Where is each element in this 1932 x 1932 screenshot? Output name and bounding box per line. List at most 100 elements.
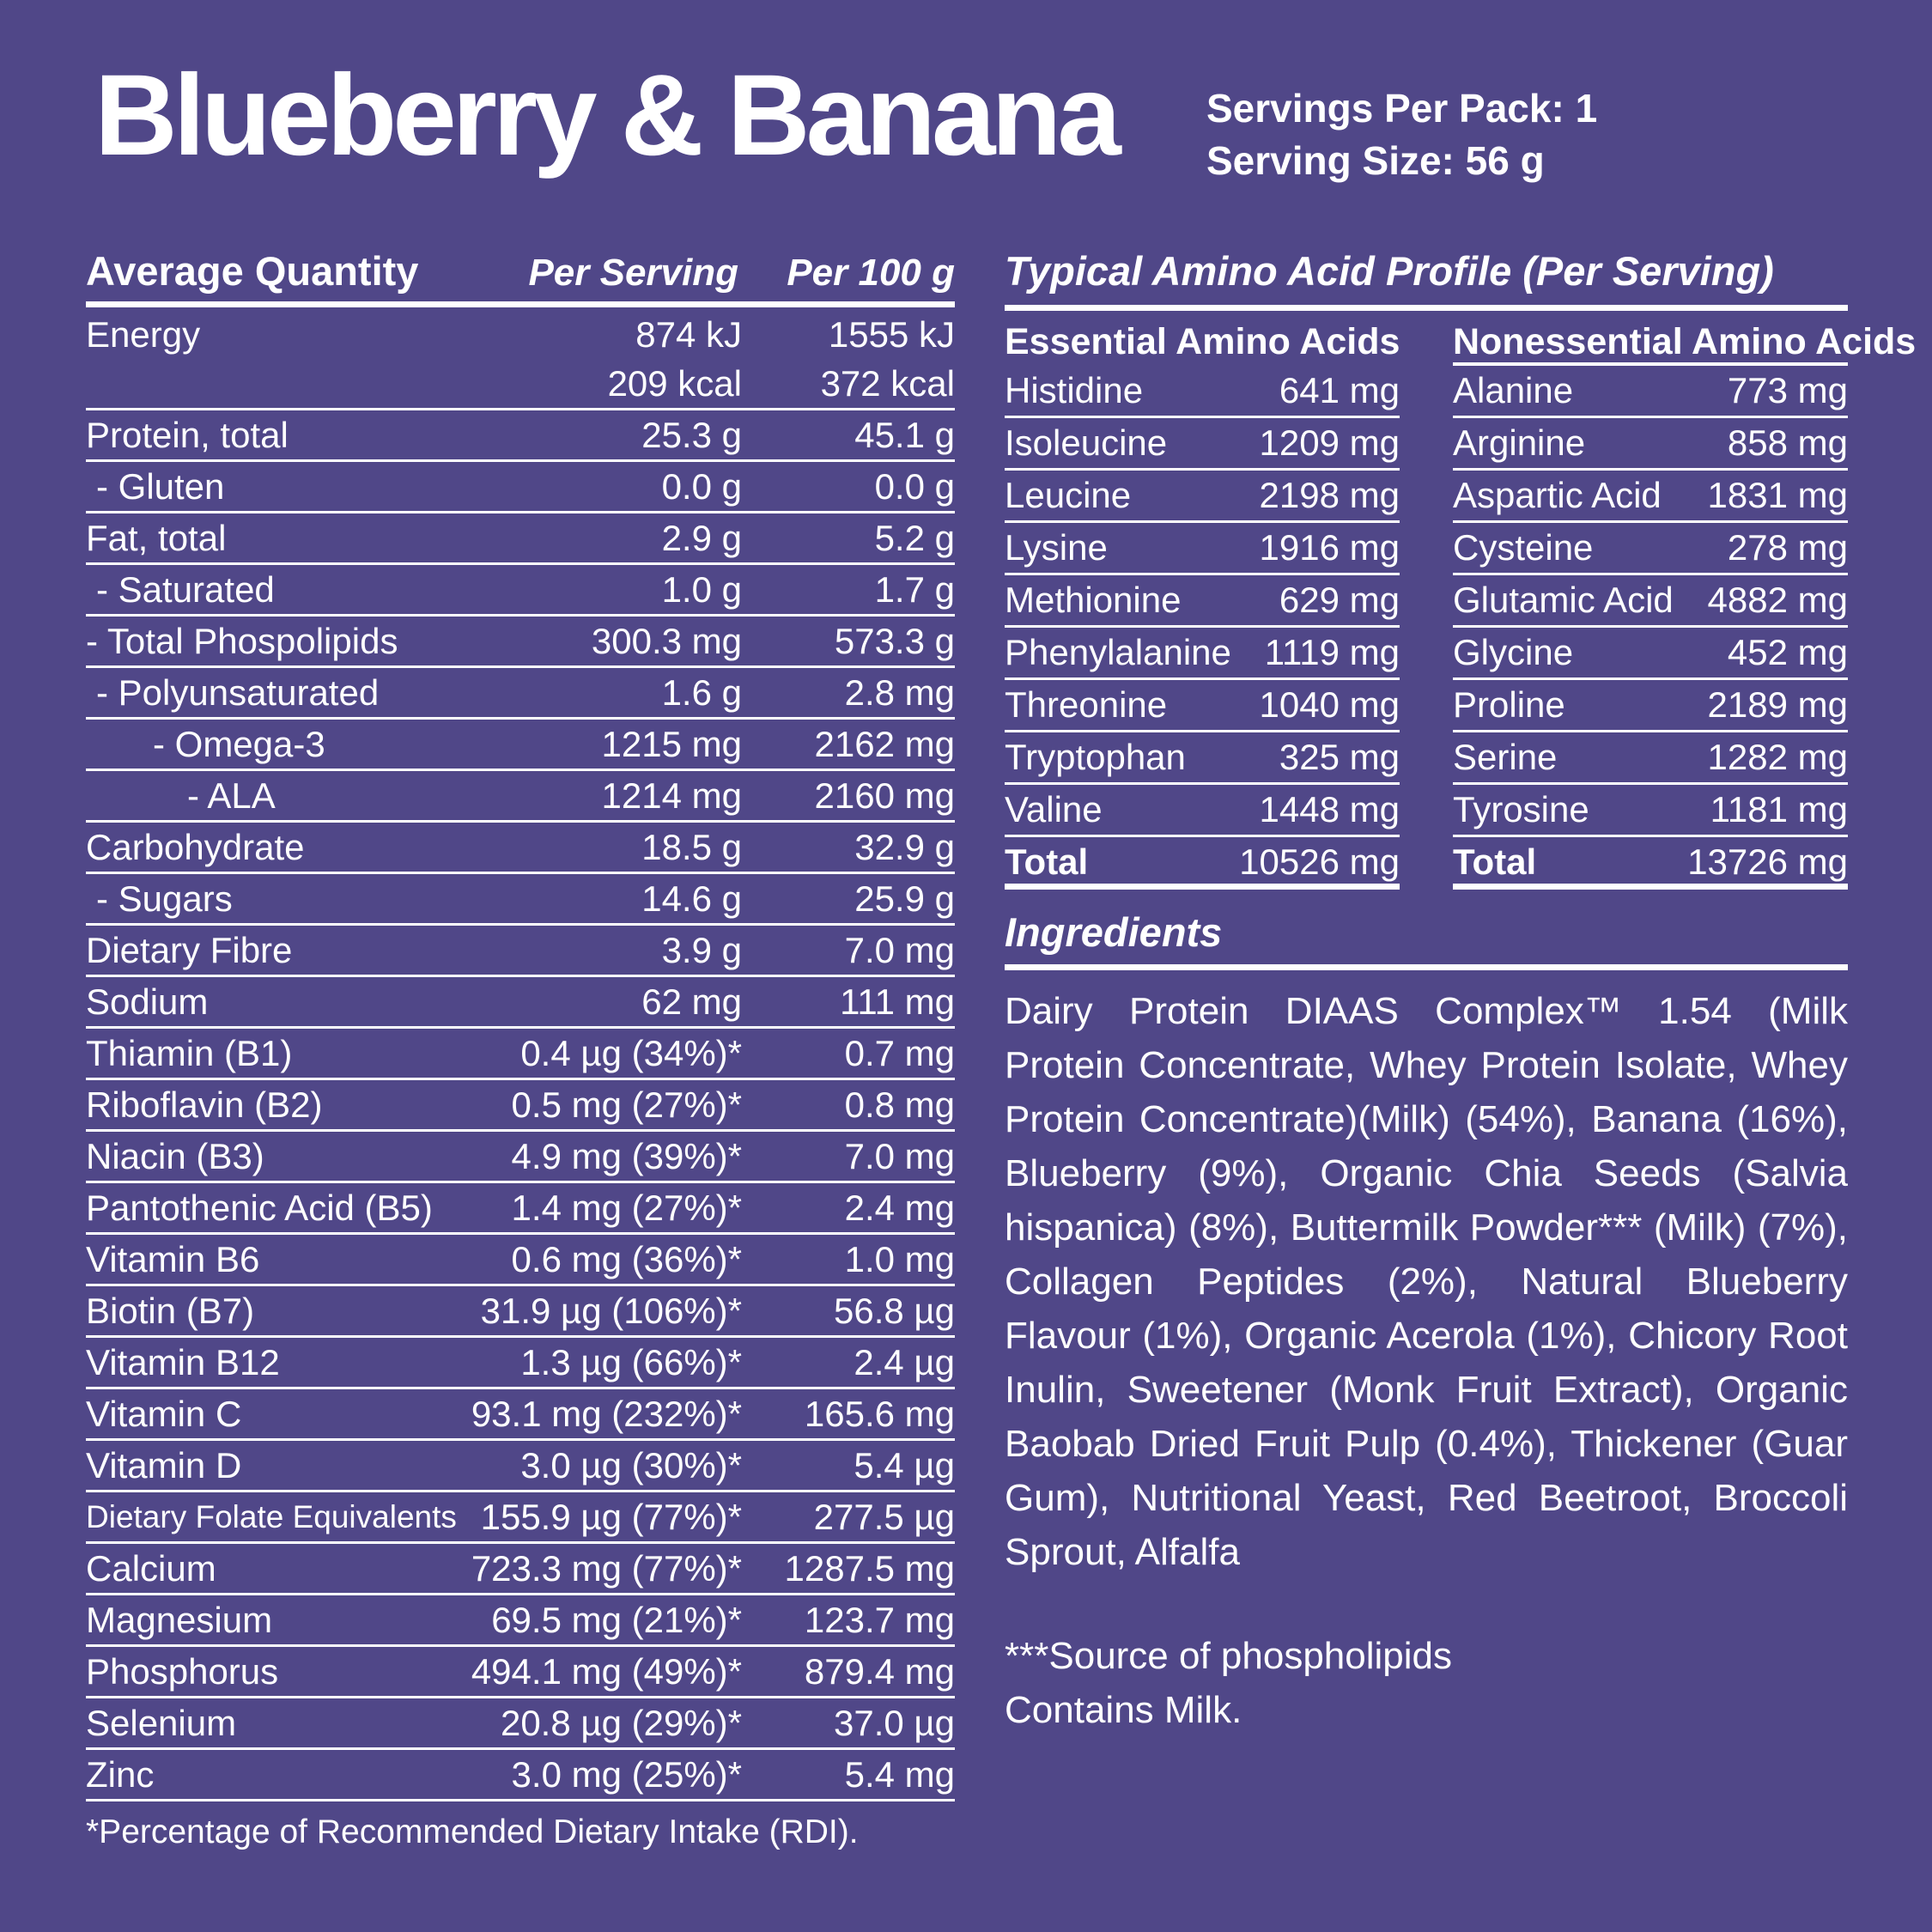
nutrient-label: Vitamin C	[86, 1394, 242, 1434]
per-serving-value: 14.6 g	[641, 878, 742, 919]
per-100g-value: 2.4 µg	[854, 1342, 955, 1382]
per-100g-value: 5.4 µg	[854, 1445, 955, 1485]
amino-row: Alanine 773 mg	[1453, 366, 1848, 418]
amino-name: Total	[1453, 841, 1537, 882]
column-header-per-serving: Per Serving	[528, 252, 738, 294]
per-100g-value: 372 kcal	[820, 363, 955, 404]
per-100g-value: 0.7 mg	[844, 1033, 955, 1073]
nutrient-label: Fat, total	[86, 518, 227, 558]
per-serving-value: 494.1 mg (49%)*	[471, 1651, 742, 1692]
rdi-footnote: *Percentage of Recommended Dietary Intak…	[86, 1814, 859, 1850]
amino-value: 1209 mg	[1259, 422, 1400, 463]
amino-value: 641 mg	[1279, 370, 1400, 410]
column-header-average-quantity: Average Quantity	[86, 248, 419, 294]
amino-row: Proline 2189 mg	[1453, 680, 1848, 732]
amino-value: 1916 mg	[1259, 527, 1400, 568]
per-100g-value: 7.0 mg	[844, 930, 955, 970]
per-serving-value: 300.3 mg	[591, 621, 742, 661]
amino-row: Serine 1282 mg	[1453, 732, 1848, 785]
nutrition-row: Zinc 3.0 mg (25%)* 5.4 mg	[86, 1750, 955, 1801]
per-100g-value: 56.8 µg	[834, 1291, 955, 1331]
nutrition-row: Fat, total 2.9 g 5.2 g	[86, 513, 955, 565]
amino-acid-section: Typical Amino Acid Profile (Per Serving)…	[1005, 247, 1916, 890]
ingredients-notes: ***Source of phospholipids Contains Milk…	[1005, 1629, 1848, 1737]
nutrient-label: Vitamin B6	[86, 1239, 260, 1279]
amino-name: Tyrosine	[1453, 789, 1589, 829]
amino-essential-rows: Histidine 641 mg Isoleucine 1209 mg Leucine 2…	[1005, 366, 1400, 890]
servings-per-pack: Servings Per Pack: 1	[1206, 86, 1598, 131]
per-100g-value: 0.8 mg	[844, 1084, 955, 1125]
nutrition-row: - Sugars 14.6 g 25.9 g	[86, 874, 955, 926]
per-100g-value: 1287.5 mg	[784, 1548, 955, 1589]
nutrition-row: - Saturated 1.0 g 1.7 g	[86, 565, 955, 617]
per-serving-value: 3.0 mg (25%)*	[511, 1754, 742, 1795]
per-serving-value: 20.8 µg (29%)*	[500, 1703, 742, 1743]
amino-row: Tryptophan 325 mg	[1005, 732, 1400, 785]
ingredients-title: Ingredients	[1005, 908, 1848, 970]
nutrient-label: Vitamin D	[86, 1445, 242, 1485]
essential-amino-column: Essential Amino Acids Histidine 641 mg Iso…	[1005, 311, 1400, 890]
per-serving-value: 62 mg	[641, 981, 742, 1022]
amino-name: Phenylalanine	[1005, 632, 1231, 672]
column-header-per-100g: Per 100 g	[787, 252, 955, 294]
per-serving-value: 93.1 mg (232%)*	[471, 1394, 742, 1434]
per-serving-value: 0.5 mg (27%)*	[511, 1084, 742, 1125]
amino-name: Isoleucine	[1005, 422, 1168, 463]
nutrient-label: Calcium	[86, 1548, 216, 1589]
amino-value: 325 mg	[1279, 737, 1400, 777]
per-serving-value: 0.0 g	[661, 466, 742, 507]
per-100g-value: 2162 mg	[814, 724, 955, 764]
per-serving-value: 155.9 µg (77%)*	[480, 1497, 742, 1537]
amino-name: Alanine	[1453, 370, 1574, 410]
per-100g-value: 879.4 mg	[804, 1651, 955, 1692]
nutrition-row: Vitamin D 3.0 µg (30%)* 5.4 µg	[86, 1441, 955, 1492]
nutrient-label: - Sugars	[96, 878, 233, 919]
amino-row: Valine 1448 mg	[1005, 785, 1400, 837]
per-100g-value: 32.9 g	[854, 827, 955, 867]
nutrition-row: Niacin (B3) 4.9 mg (39%)* 7.0 mg	[86, 1132, 955, 1183]
amino-name: Proline	[1453, 684, 1565, 725]
amino-row: Lysine 1916 mg	[1005, 523, 1400, 575]
nutrition-row: Thiamin (B1) 0.4 µg (34%)* 0.7 mg	[86, 1029, 955, 1080]
nutrient-label: - ALA	[187, 775, 276, 816]
nutrition-row: Vitamin B12 1.3 µg (66%)* 2.4 µg	[86, 1338, 955, 1389]
per-serving-value: 723.3 mg (77%)*	[471, 1548, 742, 1589]
per-serving-value: 2.9 g	[661, 518, 742, 558]
product-title: Blueberry & Banana	[94, 52, 1121, 179]
per-100g-value: 165.6 mg	[804, 1394, 955, 1434]
nutrient-label: Dietary Fibre	[86, 930, 293, 970]
amino-value: 2189 mg	[1707, 684, 1848, 725]
per-100g-value: 5.2 g	[874, 518, 955, 558]
ingredients-section: Ingredients Dairy Protein DIAAS Complex™…	[1005, 908, 1848, 1737]
amino-row: Aspartic Acid 1831 mg	[1453, 471, 1848, 523]
nutrient-label: Pantothenic Acid (B5)	[86, 1188, 433, 1228]
nutrient-label: Biotin (B7)	[86, 1291, 255, 1331]
essential-amino-header: Essential Amino Acids	[1005, 321, 1400, 362]
amino-row: Cysteine 278 mg	[1453, 523, 1848, 575]
per-serving-value: 31.9 µg (106%)*	[480, 1291, 742, 1331]
per-100g-value: 123.7 mg	[804, 1600, 955, 1640]
amino-value: 452 mg	[1727, 632, 1848, 672]
nutrient-label: Niacin (B3)	[86, 1136, 264, 1176]
phospholipids-source-note: ***Source of phospholipids	[1005, 1635, 1453, 1677]
nutrient-label: Zinc	[86, 1754, 155, 1795]
nonessential-amino-column: Nonessential Amino Acids Alanine 773 mg Ar…	[1453, 311, 1916, 890]
nutrition-row: Calcium 723.3 mg (77%)* 1287.5 mg	[86, 1544, 955, 1595]
per-serving-value: 3.0 µg (30%)*	[520, 1445, 742, 1485]
per-serving-value: 0.6 mg (36%)*	[511, 1239, 742, 1279]
nutrient-label: Energy	[86, 314, 201, 355]
amino-value: 10526 mg	[1239, 841, 1400, 882]
nutrient-label: - Gluten	[96, 466, 225, 507]
amino-value: 773 mg	[1727, 370, 1848, 410]
per-100g-value: 5.4 mg	[844, 1754, 955, 1795]
amino-name: Methionine	[1005, 580, 1182, 620]
amino-name: Serine	[1453, 737, 1558, 777]
nutrition-row: Pantothenic Acid (B5) 1.4 mg (27%)* 2.4 mg	[86, 1183, 955, 1235]
amino-name: Arginine	[1453, 422, 1586, 463]
nutrient-label: Carbohydrate	[86, 827, 305, 867]
amino-row: Tyrosine 1181 mg	[1453, 785, 1848, 837]
nutrient-label: Selenium	[86, 1703, 237, 1743]
per-100g-value: 111 mg	[840, 981, 955, 1022]
nutrient-label: Protein, total	[86, 415, 289, 455]
